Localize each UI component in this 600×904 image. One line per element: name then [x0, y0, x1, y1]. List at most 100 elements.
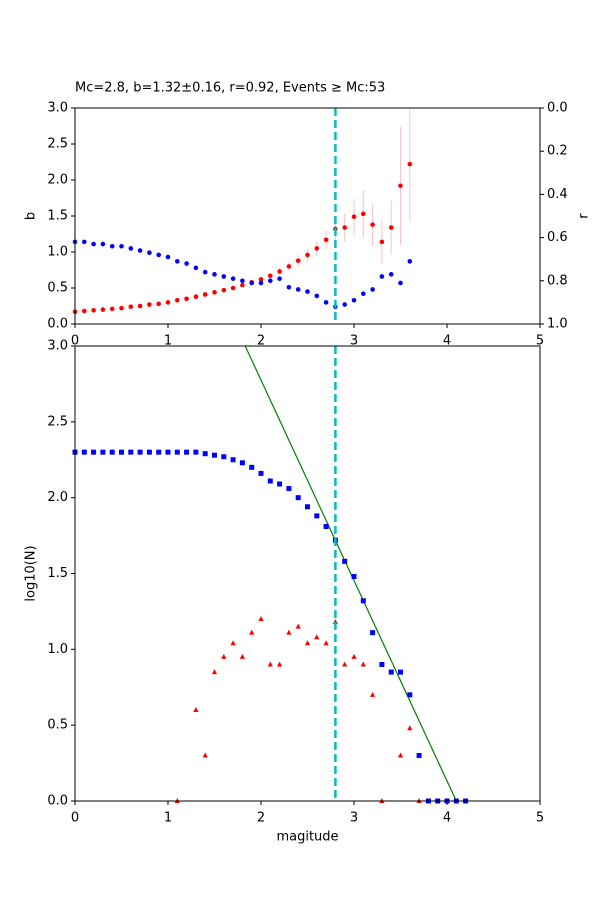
point: [193, 449, 199, 455]
point: [342, 225, 348, 230]
y2-tick-label: 1.0: [547, 317, 568, 332]
point: [314, 293, 320, 299]
point: [388, 669, 394, 675]
point: [128, 246, 134, 251]
point: [137, 248, 143, 253]
point: [239, 653, 245, 659]
point: [165, 300, 171, 305]
point: [314, 634, 320, 640]
point: [81, 449, 87, 455]
point: [175, 297, 180, 303]
point: [230, 285, 236, 291]
axes-frame: [74, 107, 541, 325]
point: [221, 454, 227, 460]
point: [416, 753, 422, 758]
point: [398, 183, 403, 189]
point: [184, 449, 190, 455]
point: [240, 278, 245, 284]
point: [202, 269, 208, 275]
point: [212, 452, 217, 458]
point: [351, 214, 357, 220]
y-tick-label: 3.0: [47, 339, 68, 354]
point: [165, 449, 171, 455]
point: [202, 451, 208, 457]
y-tick-label: 1.0: [47, 642, 68, 657]
point: [398, 669, 403, 675]
point: [156, 301, 161, 307]
point: [221, 653, 227, 659]
point: [314, 513, 320, 519]
point: [342, 302, 348, 307]
y2-tick-label: 0.2: [547, 144, 568, 159]
point: [277, 661, 283, 667]
point: [342, 558, 348, 564]
point: [286, 486, 292, 492]
y-tick-label: 0.0: [47, 794, 68, 809]
point: [193, 707, 199, 712]
point: [221, 274, 227, 279]
point: [305, 252, 310, 258]
y-tick-label: 2.0: [47, 490, 68, 505]
y2-tick-label: 0.6: [547, 230, 568, 245]
point: [258, 277, 264, 282]
point: [379, 239, 385, 245]
point: [119, 305, 124, 311]
x-tick-label: 5: [536, 334, 544, 349]
point: [305, 504, 310, 510]
point: [351, 297, 357, 303]
point: [407, 259, 413, 264]
point: [211, 669, 218, 675]
point: [277, 276, 282, 281]
point: [202, 752, 208, 758]
y-tick-label: 0.5: [47, 281, 68, 296]
y-tick-label: 2.5: [47, 414, 68, 429]
point: [100, 307, 106, 312]
point: [323, 640, 329, 646]
point: [249, 464, 255, 470]
point: [268, 278, 273, 284]
point: [91, 241, 96, 247]
point: [249, 280, 254, 286]
point: [202, 292, 208, 297]
point: [370, 287, 375, 292]
y-tick-label: 1.5: [47, 566, 68, 581]
point: [361, 291, 366, 297]
point: [100, 241, 106, 247]
point: [193, 265, 199, 271]
point: [370, 630, 376, 636]
point: [332, 619, 338, 625]
y2-tick-label: 0.8: [547, 273, 568, 288]
point: [295, 287, 301, 292]
point: [360, 598, 366, 604]
point: [258, 616, 264, 621]
point: [239, 460, 245, 466]
point: [249, 629, 255, 635]
point: [397, 752, 404, 758]
point: [295, 258, 301, 263]
point: [184, 296, 189, 302]
point: [147, 302, 152, 307]
point: [388, 225, 394, 230]
point: [323, 237, 329, 243]
point: [323, 523, 329, 529]
point: [304, 640, 311, 646]
y-axis-label: log10(N): [24, 545, 39, 601]
x-tick-label: 5: [536, 811, 544, 826]
chart-title: Mc=2.8, b=1.32±0.16, r=0.92, Events ≥ Mc…: [75, 81, 385, 96]
point: [82, 239, 87, 245]
y-tick-label: 2.0: [47, 173, 68, 188]
point: [351, 653, 357, 659]
point: [267, 661, 273, 667]
point: [323, 300, 329, 305]
y2-axis-label: r: [577, 213, 592, 219]
point: [240, 282, 245, 288]
point: [360, 661, 366, 667]
point: [137, 449, 143, 455]
point: [109, 449, 115, 455]
x-tick-label: 0: [71, 334, 79, 349]
y-tick-label: 3.0: [47, 101, 68, 116]
point: [342, 661, 348, 667]
x-tick-label: 2: [257, 334, 265, 349]
